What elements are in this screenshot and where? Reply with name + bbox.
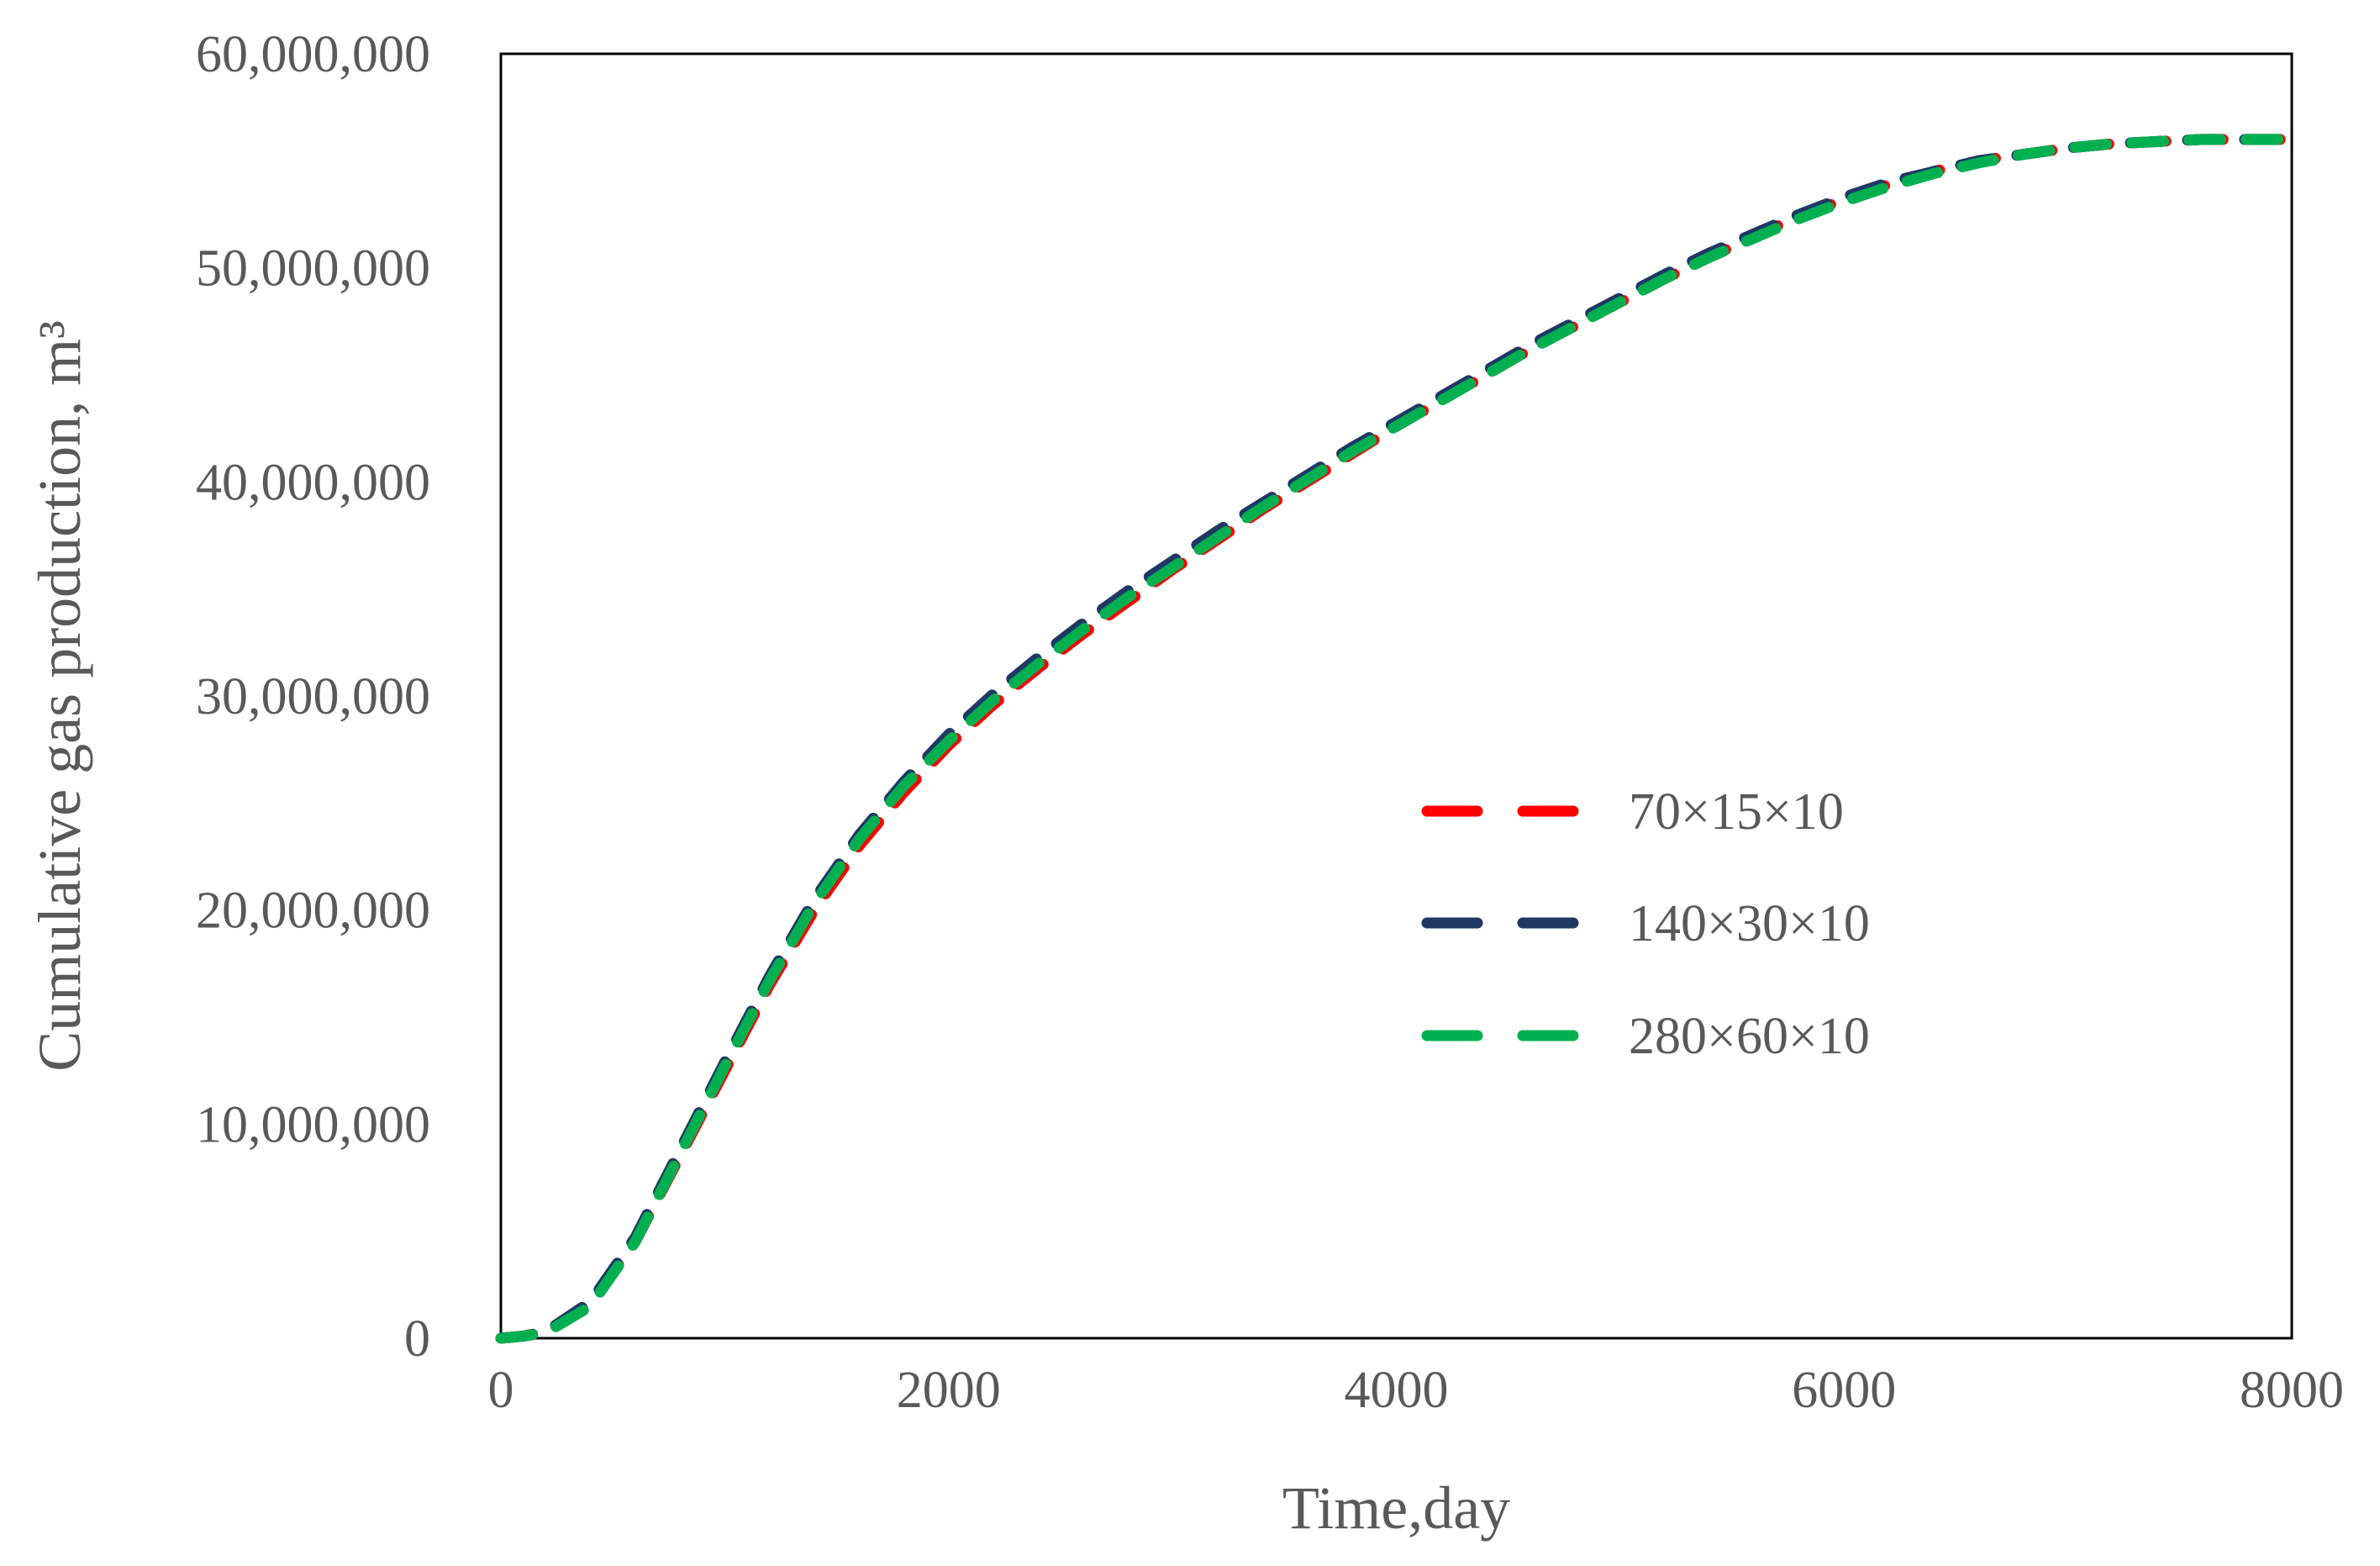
legend-label-3: 280×60×10 — [1629, 1008, 1870, 1065]
series-line-3 — [495, 134, 2298, 1344]
x-tick-label: 2000 — [897, 1362, 1001, 1419]
legend: 70×15×10 140×30×10 280×60×10 — [1421, 783, 1870, 1065]
x-tick-label: 4000 — [1345, 1362, 1449, 1419]
y-tick-label: 30,000,000 — [196, 668, 430, 725]
y-tick-label: 20,000,000 — [196, 883, 430, 940]
series-layer — [495, 134, 2298, 1344]
x-tick-label: 8000 — [2240, 1362, 2344, 1419]
x-axis-ticks: 0 2000 4000 6000 8000 — [488, 1362, 2345, 1419]
y-tick-label: 0 — [404, 1310, 430, 1368]
x-axis-title: Time,day — [1282, 1474, 1510, 1542]
legend-label-1: 70×15×10 — [1629, 783, 1844, 841]
plot-area-frame — [499, 52, 2293, 1340]
y-axis-title: Cumulative gas production, m³ — [26, 320, 93, 1071]
y-tick-label: 40,000,000 — [196, 454, 430, 511]
series-line-1 — [495, 134, 2298, 1344]
y-tick-label: 60,000,000 — [196, 26, 430, 83]
y-axis-ticks: 0 10,000,000 20,000,000 30,000,000 40,000,00… — [196, 26, 430, 1368]
x-tick-label: 0 — [488, 1362, 514, 1419]
legend-label-2: 140×30×10 — [1629, 895, 1870, 952]
y-tick-label: 50,000,000 — [196, 240, 430, 298]
series-line-2 — [495, 134, 2298, 1344]
x-tick-label: 6000 — [1792, 1362, 1896, 1419]
y-tick-label: 10,000,000 — [196, 1096, 430, 1153]
